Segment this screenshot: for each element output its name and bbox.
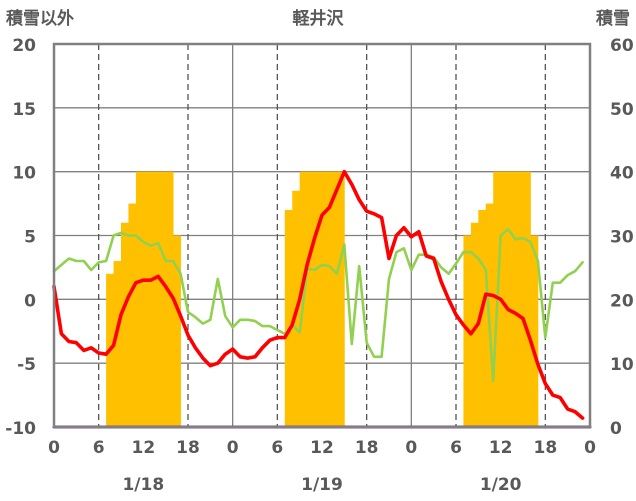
hour-tick-label: 12 (310, 438, 334, 458)
snow-bar (329, 171, 338, 427)
hour-tick-label: 18 (533, 438, 557, 458)
snow-bar (158, 171, 167, 427)
red-series-line (52, 169, 585, 420)
hour-tick-label: 18 (176, 438, 200, 458)
snow-bar (150, 171, 159, 427)
snow-bar (322, 171, 330, 427)
right-tick-label: 10 (610, 355, 634, 375)
left-tick-label: 0 (24, 291, 36, 311)
hour-tick-label: 12 (489, 438, 513, 458)
snow-bar (113, 261, 122, 427)
snow-bar (530, 235, 539, 427)
plot-frame (52, 42, 592, 429)
left-tick-label: 20 (12, 36, 36, 56)
day-label: 1/20 (480, 475, 522, 495)
snow-bar (314, 171, 323, 427)
hour-tick-label: 18 (355, 438, 379, 458)
left-tick-label: 5 (24, 228, 36, 248)
hour-tick-label: 0 (405, 438, 417, 458)
left-tick-label: -10 (5, 419, 36, 439)
snow-bar (470, 222, 479, 427)
day-label: 1/19 (301, 475, 343, 495)
hour-tick-label: 0 (48, 438, 60, 458)
snow-bar (508, 171, 516, 427)
snow-bar (165, 171, 174, 427)
left-tick-label: 15 (12, 100, 36, 120)
snow-bar (523, 171, 531, 427)
chart-title: 軽井沢 (293, 8, 345, 29)
snow-bar (500, 171, 509, 427)
snow-bar (478, 209, 487, 427)
left-axis-label: 積雪以外 (6, 8, 74, 29)
snow-bar (143, 171, 152, 427)
snow-bar (515, 171, 524, 427)
snow-bar (128, 203, 137, 427)
hour-tick-label: 12 (131, 438, 155, 458)
snow-bar (121, 222, 129, 427)
snow-bar (135, 171, 144, 427)
right-axis-label: 積雪 (596, 8, 630, 29)
green-series-line (52, 227, 584, 383)
snow-depth-bars (106, 171, 539, 427)
hour-tick-label: 0 (584, 438, 596, 458)
snow-bar (284, 209, 293, 427)
day-label: 1/18 (122, 475, 164, 495)
hour-tick-label: 0 (227, 438, 239, 458)
right-tick-label: 50 (610, 100, 634, 120)
hour-tick-label: 6 (450, 438, 462, 458)
left-tick-label: 10 (12, 164, 36, 184)
right-tick-label: 20 (610, 291, 634, 311)
left-tick-label: -5 (17, 355, 36, 375)
hour-tick-label: 6 (93, 438, 105, 458)
hour-tick-label: 6 (271, 438, 283, 458)
right-tick-label: 30 (610, 228, 634, 248)
snow-bar (173, 235, 181, 427)
snow-bar (336, 171, 345, 427)
right-tick-label: 60 (610, 36, 634, 56)
right-tick-label: 40 (610, 164, 634, 184)
snow-bar (307, 171, 315, 427)
right-tick-label: 0 (610, 419, 622, 439)
